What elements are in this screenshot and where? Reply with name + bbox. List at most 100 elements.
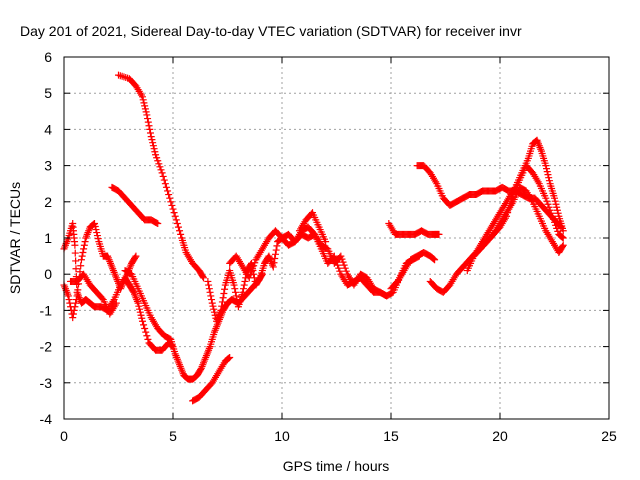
data-point bbox=[559, 227, 567, 235]
data-point bbox=[79, 248, 87, 256]
data-point bbox=[247, 268, 255, 276]
data-point bbox=[155, 160, 163, 168]
x-tick-label: 10 bbox=[274, 428, 290, 444]
data-point bbox=[142, 328, 150, 336]
data-point bbox=[136, 305, 144, 313]
y-tick-label: 2 bbox=[44, 194, 52, 210]
data-point bbox=[208, 299, 216, 307]
data-point bbox=[435, 230, 443, 238]
data-point bbox=[158, 169, 166, 177]
data-point bbox=[239, 288, 247, 296]
data-point bbox=[204, 277, 212, 285]
y-tick-label: -2 bbox=[40, 339, 53, 355]
data-point bbox=[91, 223, 99, 231]
data-point bbox=[152, 151, 160, 159]
data-point bbox=[138, 317, 146, 325]
data-point bbox=[138, 314, 146, 322]
data-point bbox=[144, 335, 152, 343]
data-point bbox=[246, 271, 254, 279]
data-point bbox=[551, 194, 558, 202]
y-tick-label: 1 bbox=[44, 230, 52, 246]
x-tick-label: 0 bbox=[60, 428, 68, 444]
data-point bbox=[167, 198, 175, 206]
data-point bbox=[272, 246, 280, 254]
data-point bbox=[120, 73, 128, 81]
data-point bbox=[431, 256, 439, 264]
data-point bbox=[150, 145, 158, 153]
data-point bbox=[554, 209, 562, 217]
data-point bbox=[273, 242, 281, 250]
x-tick-label: 5 bbox=[169, 428, 177, 444]
data-point bbox=[552, 200, 560, 208]
data-point bbox=[245, 274, 253, 282]
data-point bbox=[553, 224, 561, 232]
data-point bbox=[72, 265, 80, 273]
data-point bbox=[220, 290, 228, 298]
y-tick-label: -4 bbox=[40, 411, 53, 427]
series-track-15 bbox=[476, 183, 567, 256]
data-point bbox=[146, 125, 154, 133]
data-point bbox=[337, 252, 345, 260]
data-point bbox=[149, 142, 157, 150]
data-point bbox=[545, 203, 553, 211]
y-tick-label: 3 bbox=[44, 158, 52, 174]
data-point bbox=[141, 105, 149, 113]
data-point bbox=[144, 118, 152, 126]
data-point bbox=[64, 292, 72, 300]
data-point bbox=[219, 294, 227, 302]
data-point bbox=[558, 233, 566, 241]
data-point bbox=[154, 220, 162, 228]
data-point bbox=[70, 306, 78, 314]
data-point bbox=[429, 255, 437, 263]
data-point bbox=[72, 299, 80, 307]
data-point bbox=[151, 148, 159, 156]
data-point bbox=[200, 274, 208, 282]
data-point bbox=[77, 262, 85, 270]
data-point bbox=[430, 255, 438, 263]
data-point bbox=[174, 223, 182, 231]
data-point bbox=[548, 212, 556, 220]
data-point bbox=[230, 281, 238, 289]
data-point bbox=[80, 245, 88, 253]
data-point bbox=[137, 311, 145, 319]
data-point bbox=[209, 302, 217, 310]
data-point bbox=[546, 206, 554, 214]
data-point bbox=[335, 264, 343, 272]
data-point bbox=[255, 275, 263, 283]
data-point bbox=[154, 157, 162, 165]
data-point bbox=[231, 288, 239, 296]
series-track-4 bbox=[60, 220, 177, 354]
data-point bbox=[239, 285, 247, 293]
data-point bbox=[72, 296, 80, 304]
data-point bbox=[72, 257, 80, 265]
data-point bbox=[129, 287, 137, 295]
y-tick-label: -1 bbox=[40, 302, 53, 318]
data-point bbox=[141, 102, 149, 110]
x-tick-label: 15 bbox=[383, 428, 399, 444]
data-point bbox=[322, 238, 330, 246]
data-point bbox=[112, 299, 120, 307]
data-point bbox=[159, 172, 167, 180]
data-point bbox=[338, 255, 346, 263]
data-point bbox=[65, 296, 73, 304]
axis-ticks bbox=[63, 56, 610, 420]
data-point bbox=[542, 162, 550, 170]
data-point bbox=[69, 310, 77, 318]
data-point bbox=[135, 302, 143, 310]
data-point bbox=[206, 288, 214, 296]
data-point bbox=[143, 111, 151, 119]
data-point bbox=[251, 259, 259, 267]
data-point bbox=[74, 286, 82, 294]
data-point bbox=[172, 216, 180, 224]
data-point bbox=[545, 174, 553, 182]
series-track-5 bbox=[67, 270, 120, 318]
data-point bbox=[73, 292, 81, 300]
data-point bbox=[543, 165, 551, 173]
data-point bbox=[208, 296, 216, 304]
y-tick-label: 0 bbox=[44, 266, 52, 282]
data-point bbox=[549, 215, 557, 223]
data-point bbox=[547, 209, 555, 217]
data-point bbox=[221, 285, 229, 293]
data-point bbox=[552, 221, 560, 229]
data-point bbox=[271, 255, 279, 263]
